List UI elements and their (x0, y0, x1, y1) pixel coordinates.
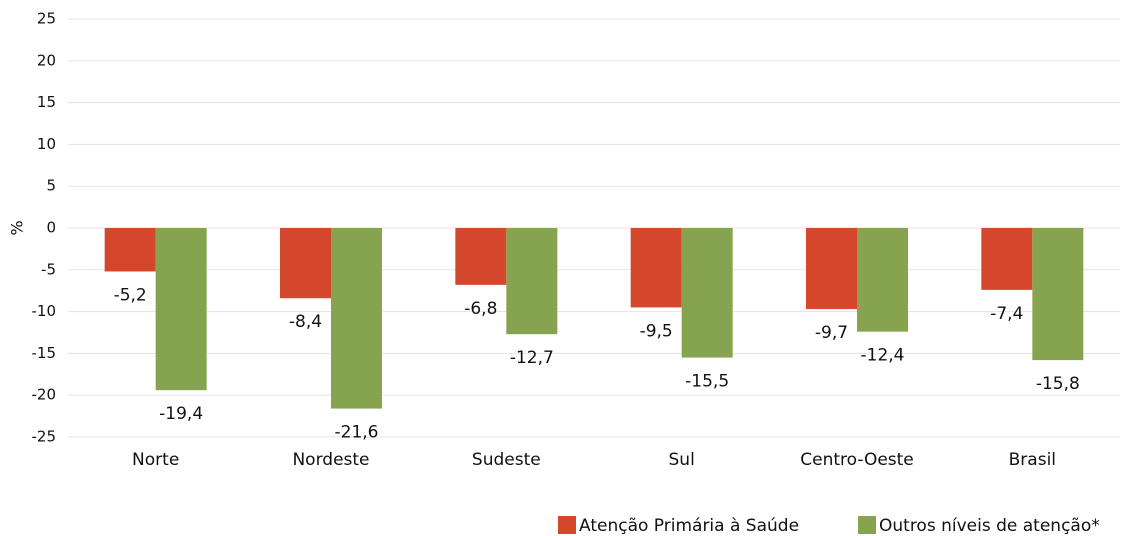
bar (506, 228, 558, 335)
bar (104, 228, 156, 272)
legend-swatch (858, 516, 876, 534)
y-tick-label: 5 (46, 177, 56, 195)
bar (455, 228, 507, 285)
y-tick-label: -15 (32, 344, 57, 362)
x-tick-label: Nordeste (292, 450, 369, 470)
legend-label: Outros níveis de atenção* (879, 516, 1100, 536)
bar (280, 228, 331, 299)
bar (630, 228, 682, 308)
legend-swatch (558, 516, 576, 534)
y-tick-label: 10 (37, 135, 56, 153)
bar (857, 228, 908, 332)
data-label: -15,8 (1036, 374, 1080, 394)
bar (155, 228, 207, 391)
bar (681, 228, 733, 358)
data-label: -8,4 (289, 312, 322, 332)
y-tick-label: 25 (37, 10, 56, 28)
x-tick-label: Sudeste (472, 450, 541, 470)
bar (1032, 228, 1084, 361)
data-label: -5,2 (114, 285, 147, 305)
x-tick-label: Norte (132, 450, 179, 470)
data-label: -21,6 (335, 423, 379, 443)
bar (981, 228, 1033, 290)
data-label: -9,5 (640, 321, 673, 341)
data-label: -12,4 (861, 346, 905, 366)
y-axis-label: % (8, 220, 27, 235)
data-label: -19,4 (159, 404, 203, 424)
legend-label: Atenção Primária à Saúde (579, 516, 799, 536)
y-tick-label: -10 (32, 302, 57, 320)
y-tick-label: -20 (32, 386, 57, 404)
y-tick-label: 20 (37, 51, 56, 69)
y-tick-label: 0 (46, 219, 56, 237)
bar (806, 228, 857, 310)
x-tick-label: Centro-Oeste (800, 450, 914, 470)
y-tick-label: -5 (41, 260, 56, 278)
y-tick-label: 15 (37, 93, 56, 111)
data-label: -7,4 (990, 304, 1023, 324)
data-label: -12,7 (510, 348, 554, 368)
bar (331, 228, 382, 409)
data-label: -6,8 (464, 299, 497, 319)
x-tick-label: Sul (669, 450, 695, 470)
data-label: -9,7 (815, 323, 848, 343)
x-tick-label: Brasil (1009, 450, 1056, 470)
y-tick-label: -25 (32, 428, 57, 446)
data-label: -15,5 (685, 372, 729, 392)
